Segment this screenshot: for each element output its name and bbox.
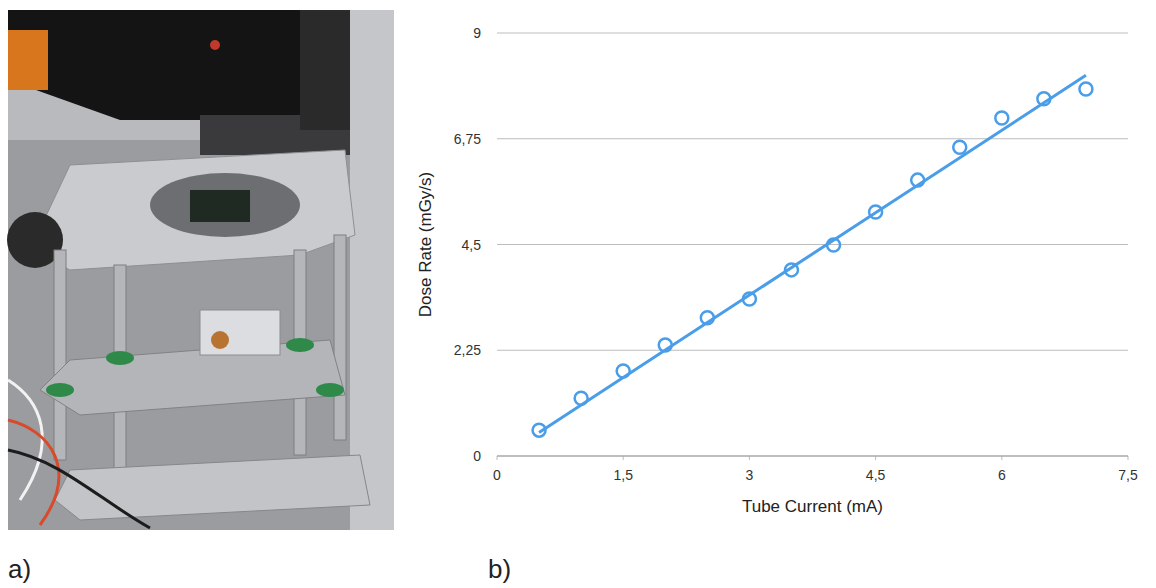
x-tick-label: 7,5 xyxy=(1118,467,1138,483)
cable xyxy=(8,420,59,525)
support-rod xyxy=(334,235,346,440)
photo-side-wall xyxy=(350,10,394,530)
data-point xyxy=(953,141,966,154)
tube-bracket xyxy=(300,10,350,130)
plate-opening xyxy=(150,173,300,237)
photo-background xyxy=(8,10,394,530)
x-axis-title: Tube Current (mA) xyxy=(742,497,883,516)
green-collar xyxy=(316,383,344,397)
y-axis-title: Dose Rate (mGy/s) xyxy=(416,172,435,317)
sample-board xyxy=(190,190,250,222)
grid-line xyxy=(497,138,1128,139)
grid-line xyxy=(497,456,1128,457)
x-tick-label: 3 xyxy=(746,467,754,483)
green-collar xyxy=(106,351,134,365)
holder-block xyxy=(200,310,280,355)
y-tick-label: 9 xyxy=(473,25,481,41)
x-tick xyxy=(875,456,876,460)
fit-line xyxy=(539,75,1086,432)
tube-cable-sleeve xyxy=(8,30,48,90)
data-point xyxy=(995,112,1008,125)
green-collar xyxy=(286,338,314,352)
x-axis-line xyxy=(497,456,1128,457)
panel-label: a) xyxy=(8,554,31,584)
copper-disk xyxy=(211,331,229,349)
y-tick-label: 4,5 xyxy=(462,237,482,253)
photo-panel xyxy=(7,10,394,530)
x-tick-label: 1,5 xyxy=(613,467,633,483)
y-tick-label: 0 xyxy=(473,448,481,464)
grid-line xyxy=(497,350,1128,351)
support-rod xyxy=(54,250,66,460)
chart-panel: 0 2,25 4,5 6,75 9 0 1,5 3 4,5 6 7,5 Tube Current (m… xyxy=(416,25,1138,584)
y-tick-label: 2,25 xyxy=(454,342,481,358)
data-point xyxy=(1079,82,1092,95)
x-tick xyxy=(1128,456,1129,460)
xray-tube xyxy=(8,10,300,120)
x-tick xyxy=(623,456,624,460)
panel-label: b) xyxy=(488,554,511,584)
x-tick xyxy=(1001,456,1002,460)
cable xyxy=(8,450,150,528)
grid-line xyxy=(497,33,1128,34)
green-collar xyxy=(46,383,74,397)
x-tick xyxy=(749,456,750,460)
cable xyxy=(8,380,42,500)
x-tick-label: 0 xyxy=(493,467,501,483)
x-tick-label: 4,5 xyxy=(866,467,886,483)
plot-marks xyxy=(533,75,1093,436)
tube-marker xyxy=(210,40,220,50)
grid-line xyxy=(497,244,1128,245)
x-tick xyxy=(497,456,498,460)
x-tick-label: 6 xyxy=(998,467,1006,483)
y-tick-label: 6,75 xyxy=(454,131,481,147)
base-plate xyxy=(55,455,370,520)
